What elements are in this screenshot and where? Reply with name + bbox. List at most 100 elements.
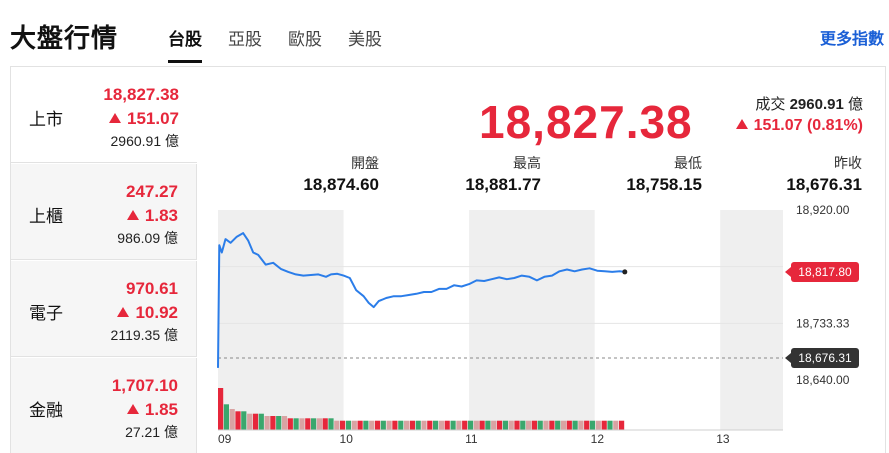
last-point-marker (622, 269, 628, 275)
y-tick-label: 18,920.00 (796, 203, 850, 217)
x-tick-label: 13 (716, 432, 730, 446)
volume-bar (386, 420, 392, 430)
volume-bar (479, 420, 485, 430)
volume-bar (351, 420, 357, 430)
volume-bar (578, 420, 584, 430)
hour-band-2 (720, 210, 783, 430)
last-price-tag (791, 262, 859, 283)
volume-bar (508, 420, 514, 430)
prev-close-tag-arrow (785, 352, 791, 363)
volume-bar (485, 420, 491, 430)
volume-bar (316, 418, 322, 430)
volume-bar (531, 420, 537, 430)
volume-bar (252, 413, 259, 430)
more-indices-link[interactable]: 更多指數 (819, 29, 884, 48)
sidebar: 上市 18,827.38 151.07 2960.91 億 上櫃 247.27 … (11, 67, 197, 453)
market-volume: 2960.91 億 (110, 133, 180, 149)
volume-bar (345, 420, 352, 430)
market-change: 1.83 (126, 206, 178, 226)
volume-bar (340, 420, 346, 430)
volume-bar (473, 420, 479, 430)
volume-bar (526, 420, 532, 430)
market-price: 970.61 (126, 279, 178, 298)
volume-bar (241, 411, 247, 430)
prev-close-label: 18,676.31 (798, 351, 852, 365)
volume-bar (293, 418, 299, 430)
volume-bar (491, 420, 497, 430)
header: 大盤行情 台股 亞股 歐股 美股 更多指數 (0, 0, 889, 66)
market-change-value: 1.83 (144, 206, 178, 225)
y-tick-label: 18,640.00 (796, 373, 850, 387)
market-name: 上櫃 (29, 207, 63, 227)
volume-bar (537, 420, 543, 430)
sidebar-item-otc[interactable]: 上櫃 247.27 1.83 986.09 億 (11, 164, 197, 260)
volume-bar (328, 418, 334, 430)
stat-label: 開盤 (351, 156, 379, 172)
volume-bar (601, 420, 607, 430)
market-change: 1.85 (126, 400, 178, 420)
volume-bar (299, 418, 305, 430)
market-price: 1,707.10 (111, 376, 178, 395)
index-change: 151.07 (0.81%) (735, 117, 863, 135)
sidebar-item-finance[interactable]: 金融 1,707.10 1.85 27.21 億 (11, 358, 197, 453)
market-change-value: 1.85 (144, 400, 178, 419)
stat-value: 18,676.31 (786, 175, 862, 194)
volume-bar (235, 411, 241, 430)
volume-bar (589, 420, 596, 430)
volume-unit: 億 (847, 96, 863, 113)
volume-bar (363, 420, 369, 430)
tab-asia-stocks[interactable]: 亞股 (228, 30, 262, 50)
stat-label: 最高 (513, 156, 541, 172)
y-tick-label: 18,733.33 (796, 316, 850, 330)
volume-bar (456, 420, 462, 430)
volume-bar (311, 418, 317, 430)
volume-bar (514, 420, 520, 430)
stat-open: 開盤 18,874.60 (239, 153, 379, 195)
up-triangle-icon (126, 210, 139, 220)
index-change-value: 151.07 (0.81%) (753, 117, 863, 134)
stat-low: 最低 18,758.15 (562, 153, 702, 195)
market-name: 上市 (29, 110, 63, 130)
volume-bar (462, 420, 468, 430)
last-price-label: 18,817.80 (798, 265, 852, 279)
volume-bar (322, 418, 328, 430)
sidebar-item-electronics[interactable]: 電子 970.61 10.92 2119.35 億 (11, 261, 197, 357)
sidebar-item-listed[interactable]: 上市 18,827.38 151.07 2960.91 億 (11, 67, 197, 163)
volume-bar (229, 409, 235, 430)
volume-bar (218, 388, 224, 430)
volume-bar (398, 420, 404, 430)
tab-europe-stocks[interactable]: 歐股 (288, 30, 322, 50)
volume-bar (450, 420, 456, 430)
up-triangle-icon (117, 307, 130, 317)
volume-bar (444, 420, 450, 430)
market-volume: 27.21 億 (125, 424, 178, 440)
volume-bar (543, 420, 549, 430)
volume-bar (415, 420, 421, 430)
market-volume: 2119.35 億 (110, 327, 178, 343)
volume-bar (520, 420, 526, 430)
volume-bar (223, 404, 229, 430)
volume-bar (392, 420, 398, 430)
volume-bar (247, 413, 253, 430)
volume-bar (380, 420, 386, 430)
x-tick-label: 10 (340, 432, 354, 446)
tab-us-stocks[interactable]: 美股 (348, 30, 382, 50)
trade-volume: 成交 2960.91 億 (755, 93, 863, 114)
volume-bar (572, 420, 578, 430)
volume-bar (549, 420, 555, 430)
market-change: 10.92 (117, 303, 178, 323)
stat-value: 18,881.77 (465, 175, 541, 194)
tab-tw-stocks[interactable]: 台股 (168, 25, 202, 63)
stat-high: 最高 18,881.77 (401, 153, 541, 195)
stat-value: 18,874.60 (303, 175, 379, 194)
market-panel: 上市 18,827.38 151.07 2960.91 億 上櫃 247.27 … (10, 66, 886, 453)
hour-band-1 (469, 210, 595, 430)
hour-band-0 (218, 210, 344, 430)
volume-bar (409, 420, 415, 430)
volume-bar (374, 420, 381, 430)
volume-bar (433, 420, 439, 430)
stat-value: 18,758.15 (626, 175, 702, 194)
market-price: 18,827.38 (103, 85, 179, 104)
volume-bar (421, 420, 427, 430)
